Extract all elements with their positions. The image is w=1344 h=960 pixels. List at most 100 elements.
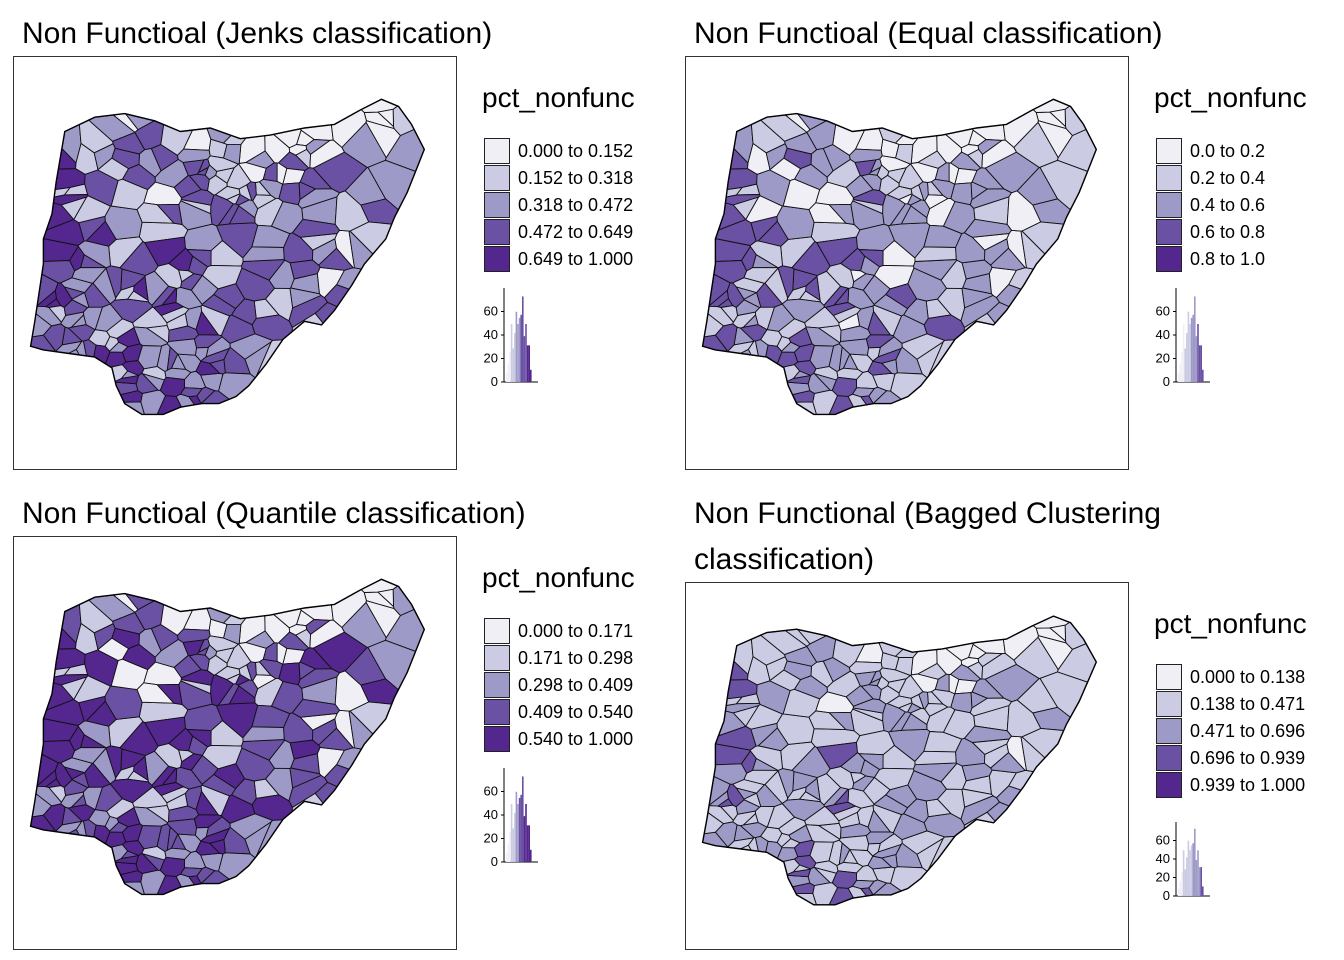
legend-label: 0.0 to 0.2	[1190, 141, 1266, 161]
legend-label: 0.000 to 0.138	[1190, 667, 1306, 687]
district-polygon	[238, 184, 253, 201]
district-polygon	[934, 162, 950, 182]
district-polygon	[924, 194, 949, 210]
district-polygon	[826, 158, 861, 188]
district-polygon	[858, 249, 884, 268]
district-polygon	[186, 729, 212, 748]
district-polygon	[1037, 120, 1073, 159]
histogram-bar	[1202, 886, 1204, 896]
district-polygon	[850, 772, 867, 784]
district-polygon	[109, 341, 129, 353]
district-polygon	[745, 703, 784, 730]
histogram-bar	[520, 794, 522, 862]
choropleth-map	[701, 615, 1098, 906]
legend-label: 0.6 to 0.8	[1190, 222, 1266, 242]
district-polygon	[297, 668, 341, 689]
legend-label: 0.4 to 0.6	[1190, 195, 1266, 215]
map-frame	[13, 56, 457, 470]
district-polygon	[305, 619, 332, 636]
histogram-tick-label: 60	[484, 304, 498, 319]
histogram-tick-label: 60	[484, 784, 498, 799]
histogram-tick-label: 60	[1156, 833, 1170, 848]
district-polygon	[231, 778, 257, 806]
legend-histogram: 60 40 20 0	[1156, 288, 1210, 389]
histogram-bar	[1187, 311, 1190, 382]
district-polygon	[756, 282, 783, 308]
histogram-bar	[530, 369, 532, 382]
histogram-bar	[1184, 869, 1186, 896]
histogram-bar	[528, 825, 530, 862]
histogram-bar	[507, 363, 510, 382]
district-polygon	[252, 674, 277, 690]
district-polygon	[824, 801, 857, 815]
histogram-bar	[1190, 845, 1193, 896]
legend-label: 0.409 to 0.540	[518, 702, 634, 722]
histogram-bar	[525, 803, 527, 862]
district-polygon	[159, 856, 186, 877]
district-polygon	[981, 139, 1018, 169]
histogram-bar	[517, 803, 519, 862]
histogram-bar	[1195, 336, 1198, 382]
district-polygon	[84, 282, 111, 308]
histogram-bar	[1195, 859, 1198, 896]
legend-swatch	[1156, 246, 1182, 272]
district-polygon	[903, 798, 929, 824]
district-polygon	[808, 202, 847, 224]
histogram-bar	[1197, 323, 1199, 382]
histogram-tick-label: 0	[491, 854, 498, 869]
legend-label: 0.000 to 0.152	[518, 141, 634, 161]
district-polygon	[136, 202, 175, 224]
district-polygon	[154, 638, 189, 668]
district-polygon	[73, 675, 112, 704]
legend-swatch	[484, 699, 510, 725]
district-polygon	[749, 240, 783, 269]
legend-label: 0.471 to 0.696	[1190, 721, 1306, 741]
histogram-bar	[512, 348, 514, 382]
histogram-bar	[518, 797, 521, 862]
legend-swatch	[1156, 718, 1182, 744]
district-polygon	[910, 184, 925, 201]
district-polygon	[77, 240, 111, 269]
district-polygon	[1048, 108, 1066, 128]
district-polygon	[105, 745, 123, 779]
district-polygon	[264, 287, 294, 322]
district-polygon	[815, 691, 854, 714]
panel-title: Non Functional (Bagged Clustering classi…	[694, 497, 1161, 576]
histogram-bar	[1194, 828, 1196, 896]
legend-label: 0.171 to 0.298	[518, 648, 634, 668]
district-polygon	[745, 195, 784, 224]
histogram-tick-label: 60	[1156, 304, 1170, 319]
district-polygon	[318, 727, 354, 751]
histogram-bar	[507, 843, 510, 862]
district-polygon	[781, 341, 801, 353]
panel-title: Non Functioal (Quantile classification)	[22, 497, 526, 530]
histogram-bar	[509, 831, 511, 862]
histogram-bar	[1198, 345, 1201, 382]
histogram-bar	[515, 311, 518, 382]
legend-label: 0.298 to 0.409	[518, 675, 634, 695]
district-polygon	[119, 720, 159, 756]
district-polygon	[781, 298, 826, 324]
district-polygon	[63, 779, 89, 797]
district-polygon	[143, 181, 182, 206]
histogram-tick-label: 0	[1163, 374, 1170, 389]
histogram-bar	[514, 333, 516, 382]
legend-label: 0.939 to 1.000	[1190, 775, 1306, 795]
legend-label: 0.8 to 1.0	[1190, 249, 1266, 269]
legend-histogram: 60 40 20 0	[484, 288, 538, 389]
district-polygon	[924, 703, 949, 717]
legend-swatch	[484, 192, 510, 218]
districts	[702, 98, 1097, 415]
district-polygon	[981, 652, 1018, 680]
histogram-bar	[526, 825, 529, 862]
district-polygon	[84, 762, 111, 788]
district-polygon	[791, 745, 831, 778]
district-polygon	[1048, 624, 1066, 642]
district-polygon	[226, 163, 252, 190]
histogram-tick-label: 0	[1163, 888, 1170, 903]
histogram-bar	[1200, 345, 1202, 382]
choropleth-map	[29, 98, 426, 416]
district-polygon	[977, 139, 1004, 156]
histogram-bar	[525, 323, 527, 382]
district-polygon	[365, 120, 401, 159]
